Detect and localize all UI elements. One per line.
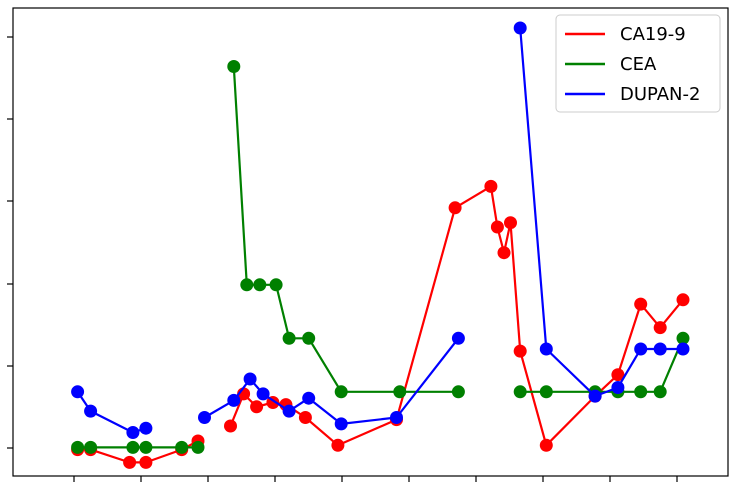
data-point-dupan-2-2-0 — [513, 21, 527, 35]
legend-label-dupan-2: DUPAN-2 — [620, 84, 700, 105]
data-point-cea-0-4 — [175, 440, 189, 454]
legend-label-cea: CEA — [620, 54, 657, 75]
data-point-ca19-9-1-12 — [504, 216, 517, 230]
data-point-dupan-2-0-2 — [126, 426, 140, 439]
data-point-dupan-2-1-8 — [451, 331, 465, 345]
data-point-ca19-9-1-14 — [539, 438, 553, 452]
data-point-dupan-2-2-3 — [611, 381, 625, 394]
data-point-dupan-2-2-5 — [653, 342, 667, 356]
data-point-cea-0-5 — [191, 440, 205, 454]
data-point-ca19-9-1-19 — [676, 293, 690, 307]
data-point-ca19-9-1-13 — [513, 344, 527, 358]
data-point-ca19-9-1-9 — [484, 179, 498, 193]
data-point-ca19-9-1-18 — [653, 321, 667, 335]
data-point-cea-2-6 — [676, 331, 690, 345]
data-point-cea-1-5 — [302, 331, 316, 345]
data-point-ca19-9-0-2 — [123, 455, 137, 469]
data-point-ca19-9-0-3 — [139, 455, 153, 469]
data-point-cea-2-4 — [634, 385, 648, 399]
data-point-dupan-2-2-6 — [676, 342, 690, 356]
legend-box — [555, 14, 721, 113]
plot-area — [71, 21, 690, 469]
data-point-ca19-9-1-5 — [298, 411, 312, 424]
data-point-dupan-2-1-5 — [302, 391, 316, 405]
data-point-cea-2-5 — [653, 385, 667, 399]
data-point-cea-1-7 — [393, 385, 407, 399]
data-point-dupan-2-1-2 — [243, 372, 257, 386]
data-point-dupan-2-0-1 — [84, 404, 98, 418]
data-point-cea-1-0 — [227, 60, 241, 73]
data-point-ca19-9-1-17 — [634, 297, 648, 311]
data-point-cea-1-4 — [282, 331, 296, 345]
data-point-dupan-2-2-4 — [634, 342, 648, 356]
data-point-cea-0-3 — [139, 440, 153, 454]
data-point-ca19-9-1-6 — [331, 438, 345, 452]
series-line-dupan-2-0 — [76, 391, 147, 434]
data-point-cea-0-2 — [126, 440, 140, 454]
data-point-dupan-2-2-2 — [588, 389, 602, 403]
series-dupan-2 — [71, 21, 690, 439]
data-point-ca19-9-1-8 — [448, 201, 462, 215]
data-point-cea-1-2 — [253, 278, 267, 292]
data-point-cea-2-1 — [539, 385, 553, 399]
data-point-cea-1-6 — [334, 385, 348, 399]
data-point-dupan-2-1-3 — [256, 387, 270, 401]
data-point-ca19-9-1-2 — [250, 400, 264, 414]
data-point-dupan-2-1-6 — [334, 417, 348, 431]
data-point-dupan-2-1-4 — [282, 404, 296, 418]
data-point-dupan-2-2-1 — [539, 342, 553, 356]
axis-ticks — [7, 36, 678, 482]
data-point-cea-0-0 — [71, 440, 85, 454]
series-cea — [71, 60, 690, 454]
data-point-dupan-2-1-0 — [198, 411, 211, 424]
data-point-dupan-2-0-0 — [71, 385, 85, 399]
legend-label-ca19-9: CA19-9 — [620, 24, 686, 45]
data-point-ca19-9-1-16 — [611, 368, 625, 382]
plot-frame — [12, 7, 729, 477]
data-point-cea-1-8 — [451, 385, 465, 399]
data-point-ca19-9-1-10 — [490, 220, 504, 234]
data-point-dupan-2-1-1 — [227, 393, 241, 407]
data-point-cea-1-1 — [240, 278, 254, 292]
data-point-ca19-9-1-0 — [224, 419, 237, 433]
data-point-dupan-2-0-3 — [139, 421, 153, 435]
data-point-dupan-2-1-7 — [390, 411, 403, 424]
data-point-cea-1-3 — [269, 278, 283, 292]
legend: CA19-9 CEA DUPAN-2 — [555, 14, 721, 113]
data-point-cea-2-0 — [513, 385, 527, 399]
data-point-ca19-9-1-11 — [497, 246, 511, 260]
data-point-cea-0-1 — [84, 440, 98, 454]
